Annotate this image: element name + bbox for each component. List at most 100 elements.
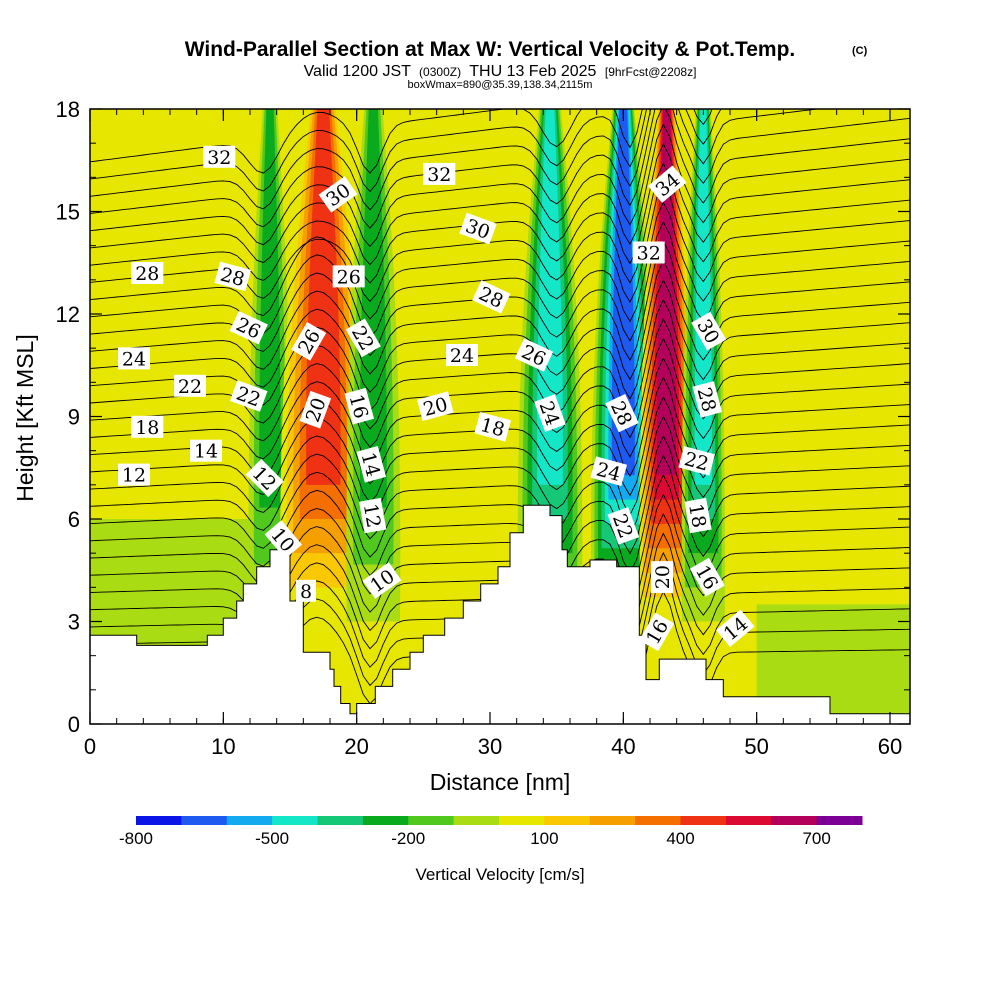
colorbar-swatch (725, 816, 772, 825)
x-tick-label: 40 (611, 734, 635, 759)
valid-date: THU 13 Feb 2025 (469, 63, 596, 80)
y-axis-label: Height [Kft MSL] (12, 334, 38, 501)
contour-label: 20 (651, 561, 674, 594)
contour-label-box (416, 391, 454, 421)
y-tick-label: 6 (68, 507, 80, 532)
contour-label-box (344, 387, 375, 425)
theta-contour (90, 493, 910, 613)
contour-label-text: 26 (337, 266, 361, 288)
theta-contour (90, 201, 910, 339)
theta-contour (90, 298, 910, 430)
contour-label-text: 22 (178, 376, 202, 398)
theta-contour (90, 337, 910, 467)
contour-label-box (190, 439, 222, 462)
colorbar-tick-labels: -800 -500 -200 100 400 700 (119, 829, 831, 848)
chart-title: Wind-Parallel Section at Max W: Vertical… (185, 38, 796, 61)
contour-label-text: 14 (194, 441, 218, 463)
contour-label-box (245, 458, 284, 498)
x-tick-label: 20 (344, 734, 368, 759)
contour-label-box (291, 321, 327, 361)
colorbar-swatch (589, 816, 636, 825)
contour-label-box (607, 507, 640, 545)
contour-label-box (472, 280, 511, 314)
contour-label: 12 (359, 497, 387, 534)
theta-contour (90, 415, 910, 540)
contour-label: 18 (131, 415, 164, 439)
colorbar-swatch (181, 816, 228, 825)
contour-label-box (423, 162, 456, 185)
contour-label: 24 (446, 344, 478, 367)
contour-label: 20 (416, 391, 454, 421)
contour-label-box (684, 497, 712, 534)
copyright-mark: (C) (852, 45, 868, 57)
valid-time: Valid 1200 JST (304, 63, 412, 80)
theta-contour (90, 109, 910, 248)
contour-label-text: 24 (450, 345, 474, 367)
colorbar-swatch (771, 816, 818, 825)
theta-contour (90, 396, 910, 522)
contour-label: 26 (332, 265, 365, 288)
contour-label-box (214, 261, 252, 292)
contour-label-box (203, 145, 236, 168)
contour-label-box (691, 311, 727, 351)
contour-label-box (229, 380, 268, 412)
theta-contour (90, 434, 910, 558)
theta-contour (90, 318, 910, 448)
x-tick-label: 60 (878, 734, 902, 759)
contour-label-box (474, 412, 512, 442)
colorbar-swatch (635, 816, 681, 825)
contour-label-box (534, 394, 566, 432)
contour-label-box (605, 393, 639, 433)
y-tick-label: 15 (56, 200, 80, 225)
contour-label-text: 32 (207, 147, 231, 169)
colorbar-tick-label: 400 (666, 829, 694, 848)
contour-label: 22 (229, 380, 268, 412)
contour-label-text: 12 (359, 502, 385, 530)
contour-label: 32 (423, 162, 456, 186)
contour-label-text: 12 (122, 465, 146, 487)
y-tick-label: 0 (68, 712, 80, 737)
contour-label: 12 (118, 463, 150, 487)
contour-label: 28 (214, 261, 252, 292)
contour-label-box (229, 310, 268, 345)
colorbar-label: Vertical Velocity [cm/s] (415, 865, 584, 884)
x-tick-label: 10 (211, 734, 235, 759)
x-tick-label: 0 (84, 734, 96, 759)
contour-label-text: 8 (300, 581, 312, 603)
theta-contour (90, 240, 910, 375)
contour-label: 18 (684, 497, 712, 534)
contour-label-box (647, 165, 687, 203)
contour-label-box (715, 609, 755, 648)
contour-label-box (118, 463, 150, 486)
colorbar-swatch (362, 816, 409, 825)
terrain (90, 504, 910, 724)
contour-label-box (174, 374, 206, 397)
contour-label-text: 32 (427, 164, 451, 186)
contour-label: 14 (190, 439, 222, 463)
colorbar-tick-label: -800 (119, 829, 153, 848)
contour-label-box (131, 262, 164, 284)
contour-label-box (362, 562, 402, 599)
contour-label: 18 (474, 412, 512, 442)
contour-label-box (332, 265, 365, 288)
x-tick-label: 50 (744, 734, 768, 759)
theta-contour (90, 473, 910, 595)
contour-label-box (692, 381, 723, 418)
velocity-plume (537, 109, 563, 485)
contour-label: 10 (264, 520, 303, 559)
theta-contour (90, 181, 910, 320)
x-axis-label: Distance [nm] (430, 769, 571, 795)
contour-label-box (689, 557, 725, 597)
colorbar-swatch (272, 816, 318, 825)
theta-contour (90, 259, 910, 393)
contour-label-box (446, 344, 478, 366)
theta-contour (90, 123, 910, 266)
contour-label-text: 20 (652, 565, 674, 589)
contour-label-box (639, 612, 675, 652)
contour-label: 22 (174, 374, 206, 398)
contour-label-box (264, 520, 303, 559)
contour-label-box (632, 241, 665, 264)
